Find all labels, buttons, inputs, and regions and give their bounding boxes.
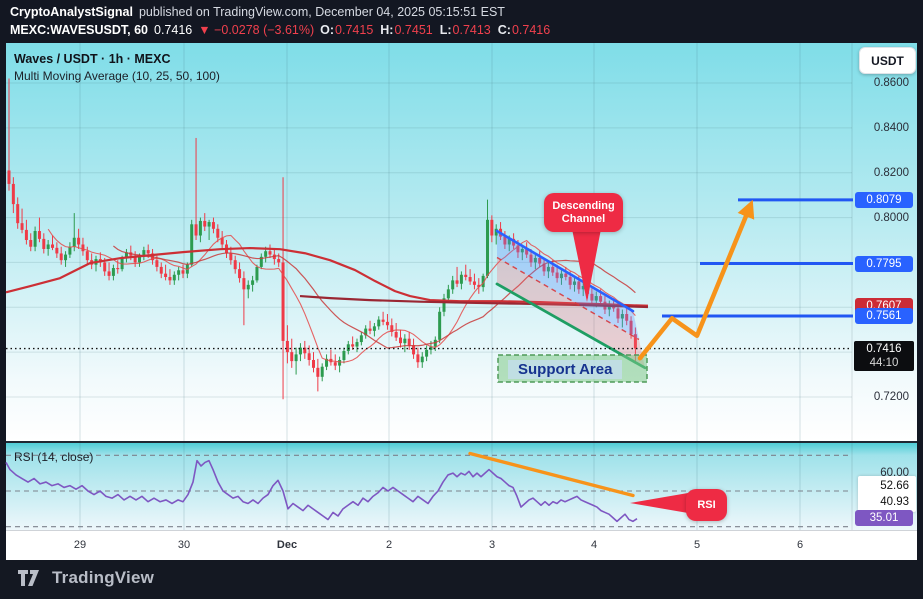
time-axis[interactable]: 29 30 Dec 2 3 4 5 6 <box>6 530 917 560</box>
price-level-pill: 0.7561 <box>855 308 913 325</box>
ohlc-c: C: 0.7416 <box>498 21 550 39</box>
rsi-values-box: 52.66 40.93 <box>858 476 916 512</box>
last-price-countdown-pill: 0.7416 44:10 <box>854 340 914 371</box>
ohlc-label: C: <box>497 23 511 37</box>
rsi-legend: RSI (14, close) <box>14 450 94 464</box>
ohlc-value: 0.7416 <box>511 23 551 37</box>
price-axis[interactable]: 0.8600 0.8400 0.8200 0.8000 0.7200 0.8079 0.77… <box>852 43 917 530</box>
indicator-legend: Multi Moving Average (10, 25, 50, 100) <box>14 69 220 83</box>
ohlc-l: L: 0.7413 <box>440 21 491 39</box>
ohlc-value: 0.7451 <box>394 23 433 37</box>
price-change: ▼ −0.0278 (−3.61%) <box>198 23 315 37</box>
time-label: 5 <box>693 539 701 551</box>
rsi-callout: RSI <box>686 489 727 521</box>
ohlc-h: H: 0.7451 <box>380 21 432 39</box>
last-price: 0.7416 <box>154 23 193 37</box>
ohlc-values: O: 0.7415 H: 0.7451 L: 0.7413 C: 0.7416 <box>320 21 550 39</box>
chart-title: Waves / USDT · 1h · MEXC <box>14 52 171 66</box>
tradingview-brand-name: TradingView <box>52 568 155 587</box>
footer: TradingView <box>0 560 923 599</box>
ohlc-value: 0.7413 <box>452 23 491 37</box>
price-tick: 0.8200 <box>873 166 909 179</box>
time-label: 3 <box>488 539 496 551</box>
ohlc-label: H: <box>380 23 394 37</box>
ohlc-label: L: <box>439 23 452 37</box>
last-price-value: 0.7416 <box>866 342 902 355</box>
ohlc-value: 0.7415 <box>335 23 374 37</box>
price-tick: 0.7200 <box>873 390 909 403</box>
price-tick: 0.8000 <box>873 211 909 224</box>
price-tick: 0.8600 <box>873 77 909 89</box>
descending-channel-label: Descending Channel <box>552 199 615 225</box>
publish-line: CryptoAnalystSignal published on Trading… <box>10 3 923 21</box>
rsi-last-value-pill: 35.01 <box>855 509 913 526</box>
price-level-pill: 0.7795 <box>855 255 913 272</box>
price-tick: 0.8400 <box>873 121 909 134</box>
author-name: CryptoAnalystSignal <box>10 5 133 19</box>
price-level-pill: 0.8079 <box>855 191 913 208</box>
ohlc-label: O: <box>320 23 335 37</box>
rsi-box-value: 52.66 <box>880 480 909 492</box>
tradingview-logo-icon <box>18 570 39 586</box>
symbol-interval: MEXC:WAVESUSDT, 60 <box>10 23 148 37</box>
rsi-box-value: 40.93 <box>880 496 909 508</box>
bar-countdown: 44:10 <box>869 356 899 369</box>
support-area-label: Support Area <box>508 360 623 379</box>
time-label: Dec <box>276 539 298 551</box>
time-label: 30 <box>177 539 191 551</box>
ohlc-o: O: 0.7415 <box>320 21 373 39</box>
header: CryptoAnalystSignal published on Trading… <box>0 0 923 43</box>
tradingview-brand[interactable]: TradingView <box>17 568 154 588</box>
time-label: 6 <box>796 539 804 551</box>
currency-toggle-button[interactable]: USDT <box>859 47 916 74</box>
rsi-callout-label: RSI <box>697 499 716 511</box>
time-label: 4 <box>590 539 598 551</box>
descending-channel-callout: Descending Channel <box>544 193 623 232</box>
symbol-line: MEXC:WAVESUSDT, 60 0.7416 ▼ −0.0278 (−3.… <box>10 21 923 39</box>
time-label: 29 <box>73 539 87 551</box>
time-label: 2 <box>385 539 393 551</box>
publish-info: published on TradingView.com, December 0… <box>138 5 505 19</box>
